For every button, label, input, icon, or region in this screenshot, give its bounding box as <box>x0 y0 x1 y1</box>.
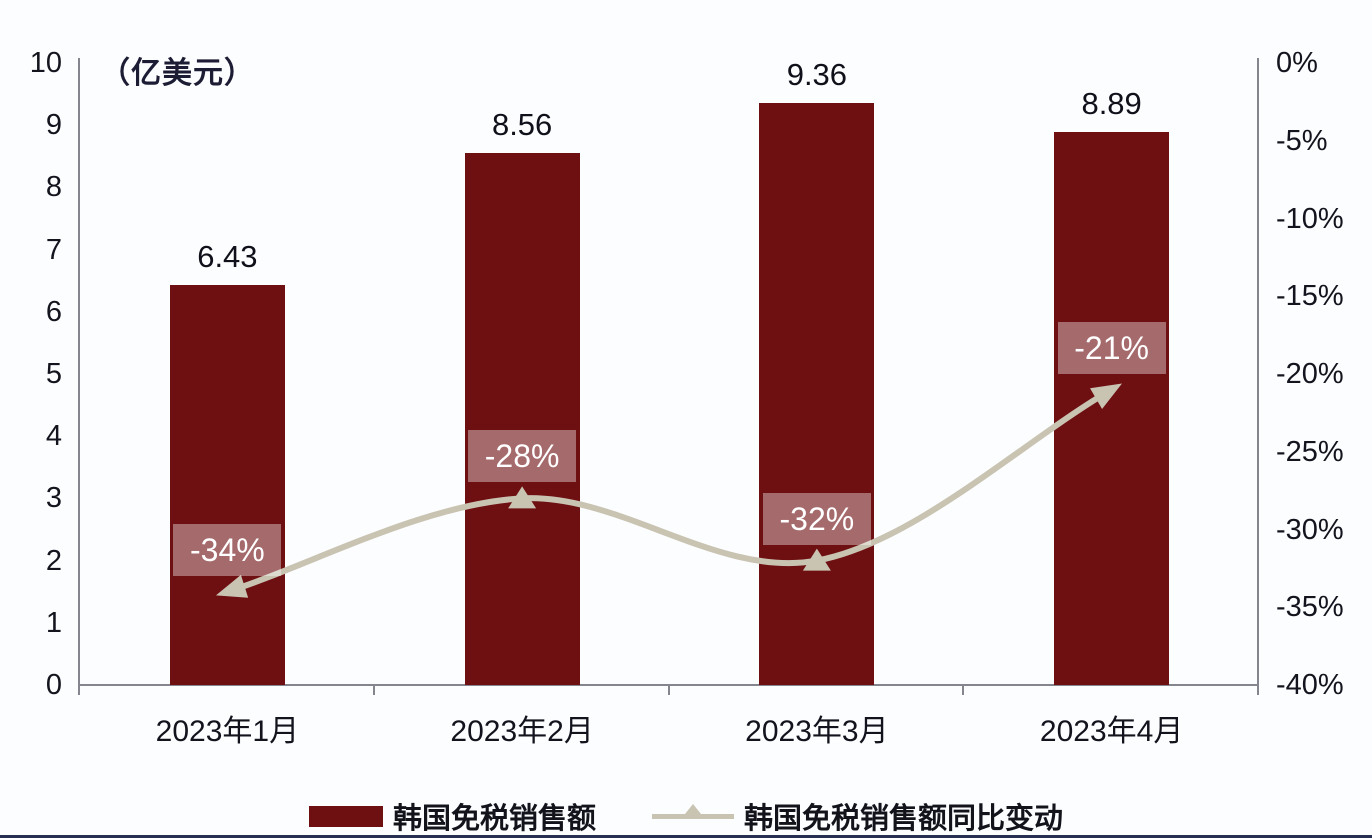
line-arrowhead <box>1090 383 1123 409</box>
line-triangle-marker <box>802 548 831 571</box>
line-data-label: -21% <box>1057 321 1166 374</box>
bar-value-label: 9.36 <box>786 56 848 92</box>
right-axis-tick-label: -35% <box>1276 591 1344 624</box>
line-data-label: -32% <box>762 492 871 545</box>
left-axis-tick-label: 8 <box>45 171 62 204</box>
bar <box>169 285 285 685</box>
x-axis-tick <box>1257 685 1259 695</box>
right-axis-tick-label: -5% <box>1276 124 1328 157</box>
left-axis-tick-label: 4 <box>45 420 62 453</box>
legend: 韩国免税销售额 韩国免税销售额同比变动 <box>0 795 1372 835</box>
x-axis-tick <box>372 685 375 695</box>
x-axis-tick <box>78 685 80 695</box>
line-triangle-marker-icon <box>652 803 734 829</box>
right-axis-tick-label: -30% <box>1276 513 1344 546</box>
trend-line <box>224 386 1115 595</box>
left-axis-unit-label: （亿美元） <box>100 57 255 90</box>
right-axis-tick-label: -15% <box>1276 280 1344 313</box>
bar <box>464 152 580 685</box>
left-axis-tick-label: 10 <box>29 47 62 79</box>
category-label: 2023年1月 <box>155 715 300 748</box>
left-axis-tick-label: 5 <box>45 358 62 390</box>
left-axis-tick-label: 6 <box>45 295 62 328</box>
category-label: 2023年3月 <box>745 715 889 748</box>
line-data-label: -34% <box>173 523 282 576</box>
legend-label-bar-series: 韩国免税销售额 <box>392 803 596 835</box>
triangle-marker-icon <box>681 804 705 819</box>
right-axis-tick-label: -25% <box>1276 435 1344 468</box>
left-axis-tick-label: 3 <box>45 482 62 515</box>
x-axis-tick <box>667 685 670 695</box>
line-arrowhead <box>215 574 249 598</box>
bar <box>1054 132 1170 685</box>
line-data-label: -28% <box>468 430 577 483</box>
bar-swatch-icon <box>308 805 383 827</box>
category-label: 2023年4月 <box>1039 715 1184 748</box>
left-axis-tick-label: 9 <box>45 109 62 142</box>
bar <box>759 102 875 685</box>
legend-label-line-series: 韩国免税销售额同比变动 <box>744 803 1064 835</box>
left-axis-line <box>78 58 80 695</box>
right-axis-tick-label: 0% <box>1276 47 1318 79</box>
x-axis-tick <box>962 685 965 695</box>
left-axis-tick-label: 0 <box>45 669 62 701</box>
left-axis-tick-label: 2 <box>45 544 62 577</box>
legend-item-line-series: 韩国免税销售额同比变动 <box>652 795 1064 835</box>
right-axis-tick-label: -10% <box>1276 202 1344 235</box>
bar-value-label: 8.56 <box>491 106 553 142</box>
legend-item-bar-series: 韩国免税销售额 <box>308 795 596 835</box>
right-axis-tick-label: -40% <box>1276 669 1344 701</box>
bar-value-label: 8.89 <box>1081 86 1142 122</box>
left-axis-tick-label: 1 <box>45 606 62 639</box>
right-axis-line <box>1257 58 1259 695</box>
right-axis-tick-label: -20% <box>1276 358 1344 390</box>
bar-value-label: 6.43 <box>197 239 258 275</box>
left-axis-tick-label: 7 <box>45 233 62 266</box>
category-label: 2023年2月 <box>450 715 594 748</box>
line-triangle-marker <box>508 486 537 509</box>
